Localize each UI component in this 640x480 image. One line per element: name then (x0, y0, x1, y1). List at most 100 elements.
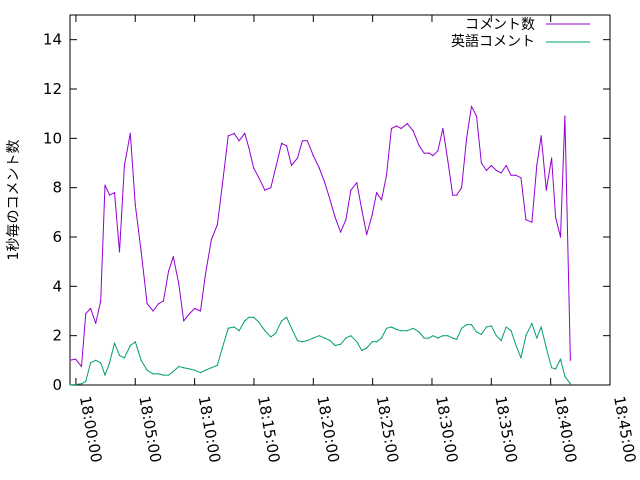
series-line-english-comments (69, 316, 571, 386)
data-point (113, 192, 116, 194)
data-point (540, 326, 542, 328)
data-point (545, 189, 547, 191)
data-point (380, 199, 383, 201)
data-point (515, 174, 517, 176)
data-point (505, 164, 507, 167)
data-point (253, 316, 255, 318)
data-point (90, 362, 92, 364)
data-point (510, 330, 512, 332)
data-point (470, 105, 473, 107)
data-point (146, 369, 148, 371)
data-point (400, 330, 402, 332)
data-point (301, 341, 303, 343)
data-point (495, 335, 497, 337)
x-tick-label: 18:10:00 (195, 395, 224, 464)
data-point (281, 142, 283, 144)
data-point (172, 370, 174, 372)
data-point (350, 189, 352, 191)
data-point (134, 341, 136, 343)
data-point (510, 174, 512, 176)
data-point (178, 283, 180, 285)
data-point (345, 337, 347, 339)
data-point (456, 338, 458, 340)
data-point (162, 374, 164, 376)
data-point (194, 307, 196, 310)
data-point (95, 322, 97, 324)
data-point (199, 372, 202, 374)
data-point (123, 357, 125, 359)
data-point (199, 310, 202, 312)
data-point (390, 127, 392, 130)
data-point (400, 127, 402, 130)
data-point (456, 194, 458, 196)
y-tick-label: 0 (52, 376, 62, 394)
data-point (366, 233, 368, 236)
data-point (227, 327, 229, 329)
x-tick-label: 18:20:00 (313, 395, 342, 464)
data-point (324, 182, 326, 184)
data-point (264, 330, 266, 332)
data-point (134, 204, 136, 206)
data-point (69, 384, 71, 386)
data-point (286, 145, 288, 147)
data-point (85, 380, 87, 382)
data-point (329, 199, 331, 201)
legend-label-english-comments: 英語コメント (451, 33, 535, 50)
data-point (500, 172, 502, 174)
data-point (559, 236, 562, 238)
data-point (555, 368, 557, 370)
data-point (95, 359, 97, 361)
data-point (233, 132, 235, 134)
data-point (172, 256, 174, 258)
data-point (123, 164, 125, 167)
data-point (238, 140, 240, 142)
y-tick-label: 10 (43, 129, 62, 147)
data-point (340, 231, 342, 233)
data-point (152, 310, 154, 312)
data-point (270, 336, 272, 338)
data-point (74, 358, 77, 360)
data-point (452, 194, 454, 196)
data-point (104, 184, 106, 186)
data-point (437, 337, 439, 339)
data-point (329, 340, 331, 342)
data-point (540, 135, 542, 137)
data-point (461, 327, 463, 329)
data-point (371, 214, 373, 216)
data-point (204, 369, 207, 371)
data-point (296, 340, 299, 342)
data-point (366, 347, 368, 349)
data-point (306, 340, 308, 342)
data-point (140, 359, 142, 361)
data-point (442, 127, 444, 130)
data-point (480, 162, 482, 164)
data-point (189, 368, 191, 370)
data-point (564, 115, 566, 117)
data-point (118, 251, 121, 253)
y-tick-label: 8 (52, 179, 62, 197)
data-point (495, 169, 497, 171)
data-point (423, 337, 425, 339)
data-point (244, 132, 246, 134)
data-point (490, 325, 492, 327)
data-point (545, 347, 547, 349)
data-point (80, 365, 83, 368)
data-point (183, 320, 185, 322)
data-point (406, 330, 408, 332)
data-point (90, 307, 92, 310)
data-point (69, 359, 71, 361)
data-point (385, 174, 388, 176)
data-point (109, 194, 111, 196)
data-point (324, 337, 326, 339)
data-point (466, 324, 468, 326)
legend: コメント数 英語コメント (451, 17, 590, 50)
data-point (216, 364, 218, 366)
data-point (100, 362, 102, 364)
data-point (296, 157, 299, 159)
data-point (350, 335, 352, 337)
data-point (216, 224, 218, 226)
data-point (286, 316, 288, 318)
data-point (162, 300, 164, 302)
data-point (301, 140, 303, 142)
data-point (406, 122, 408, 125)
